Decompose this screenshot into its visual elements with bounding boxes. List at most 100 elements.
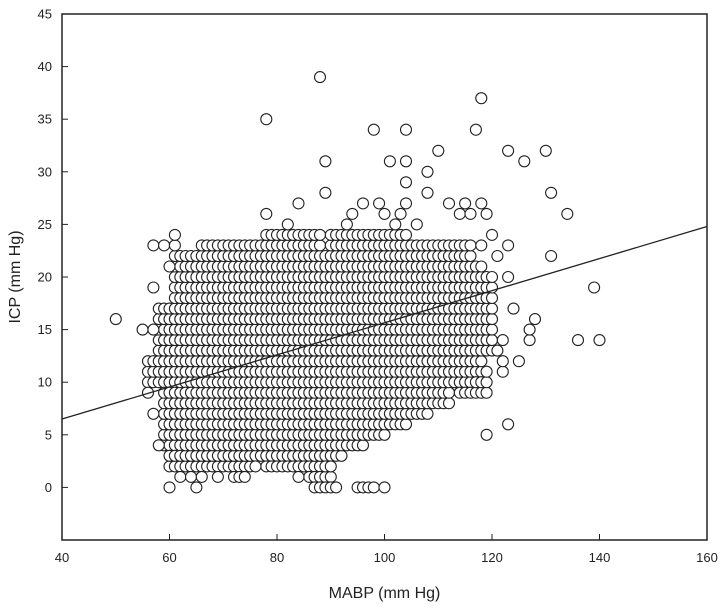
data-point: [383, 155, 396, 168]
data-point: [459, 197, 472, 210]
data-point: [147, 239, 160, 252]
data-point: [485, 270, 499, 284]
data-point: [168, 228, 181, 241]
data-point: [464, 249, 477, 263]
data-point: [324, 460, 337, 473]
data-point: [588, 281, 601, 294]
data-point: [319, 155, 332, 168]
data-point: [485, 334, 499, 347]
data-point: [399, 228, 413, 241]
data-point: [453, 207, 466, 220]
data-point: [319, 186, 332, 199]
data-point: [485, 323, 499, 336]
data-point: [109, 313, 122, 326]
data-point: [475, 92, 488, 105]
data-point: [399, 155, 413, 168]
data-point: [399, 197, 413, 210]
data-point: [346, 207, 359, 220]
data-point: [292, 470, 305, 483]
data-point: [502, 270, 515, 284]
data-point: [491, 344, 504, 357]
y-tick-label: 10: [38, 375, 52, 390]
trend-line: [61, 225, 708, 420]
data-point: [421, 186, 434, 199]
data-point: [480, 207, 493, 220]
data-point: [136, 323, 149, 336]
y-tick-label: 20: [38, 270, 52, 285]
data-point: [539, 144, 552, 157]
y-tick-label: 5: [45, 427, 52, 442]
data-point: [464, 207, 477, 220]
data-point: [496, 355, 509, 368]
data-point: [163, 481, 176, 494]
data-point: [512, 355, 525, 368]
data-point: [545, 186, 558, 199]
y-tick-label: 25: [38, 217, 52, 232]
data-point: [373, 197, 386, 210]
data-point: [518, 155, 531, 168]
data-point: [442, 386, 456, 399]
data-point: [523, 323, 536, 336]
x-axis-label: MABP (mm Hg): [329, 585, 441, 602]
data-point: [174, 470, 187, 483]
data-point: [475, 260, 488, 273]
data-point: [313, 228, 327, 241]
y-tick-label: 45: [38, 7, 52, 22]
data-point: [528, 313, 542, 326]
data-point: [340, 218, 353, 231]
data-point: [480, 376, 493, 389]
data-point: [502, 239, 515, 252]
data-point: [260, 113, 273, 126]
data-point: [260, 207, 273, 220]
data-point: [480, 428, 493, 441]
data-point: [469, 123, 482, 136]
data-point: [394, 207, 407, 220]
data-point: [480, 365, 493, 378]
data-point: [147, 323, 160, 336]
data-point: [367, 481, 380, 494]
data-point: [399, 123, 413, 136]
data-point: [571, 334, 585, 347]
data-point: [475, 355, 488, 368]
data-point: [378, 481, 391, 494]
x-tick-label: 160: [696, 550, 718, 565]
trend-layer: [61, 225, 708, 420]
y-tick-label: 40: [38, 59, 52, 74]
data-point: [184, 470, 198, 483]
data-point: [523, 334, 536, 347]
x-tick-label: 40: [55, 550, 69, 565]
data-point: [211, 470, 224, 483]
data-point: [464, 239, 477, 252]
data-point: [168, 239, 181, 252]
data-point: [399, 418, 413, 431]
data-point: [502, 144, 515, 157]
data-point: [190, 481, 203, 494]
data-point: [485, 228, 499, 241]
data-point: [485, 291, 499, 305]
data-point: [330, 481, 343, 494]
data-point: [389, 218, 402, 231]
data-point: [281, 218, 294, 231]
data-point: [335, 449, 348, 462]
data-point: [195, 470, 208, 483]
data-point: [442, 397, 456, 410]
data-point: [496, 334, 509, 347]
data-point: [324, 470, 337, 483]
data-point: [163, 260, 176, 273]
data-point: [507, 302, 520, 315]
data-point: [421, 407, 434, 420]
x-tick-label: 140: [589, 550, 611, 565]
data-point: [491, 249, 504, 263]
data-point: [356, 439, 370, 452]
data-point: [410, 218, 423, 231]
data-point: [367, 123, 380, 136]
y-axis-label: ICP (mm Hg): [7, 230, 24, 323]
data-point: [147, 407, 160, 420]
data-point: [313, 239, 327, 252]
y-tick-label: 15: [38, 322, 52, 337]
data-point: [475, 239, 488, 252]
data-point: [442, 197, 456, 210]
y-tick-label: 0: [45, 480, 52, 495]
